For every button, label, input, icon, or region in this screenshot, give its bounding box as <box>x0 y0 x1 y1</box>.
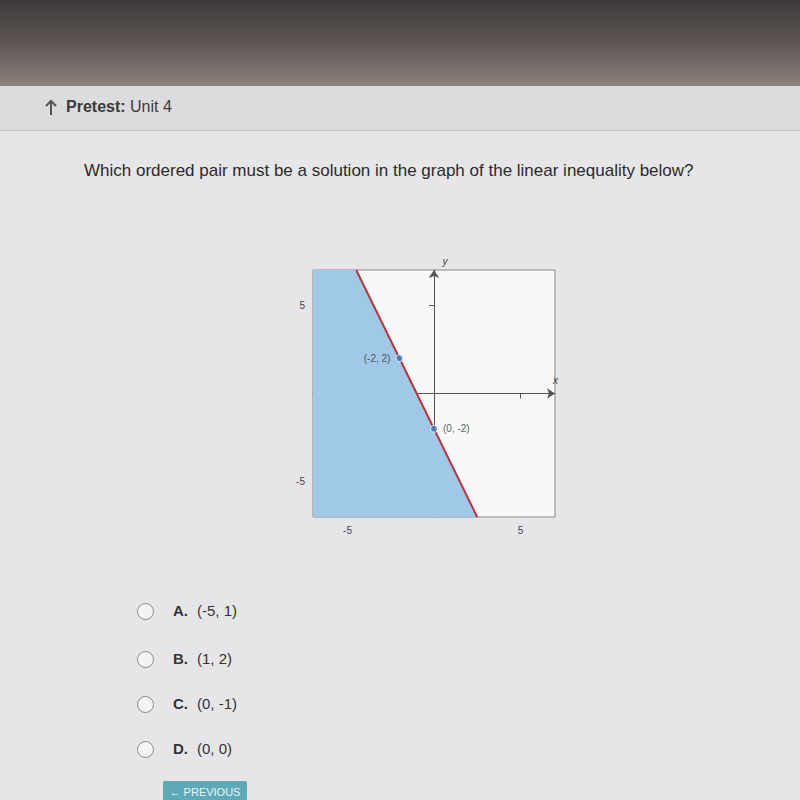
svg-text:y: y <box>442 256 449 267</box>
svg-text:5: 5 <box>299 300 305 311</box>
html-text:Pretest: Unit 4: Pretest: Unit 4 <box>66 98 172 115</box>
html-text:D.: D. <box>173 740 188 757</box>
html-text:C.: C. <box>173 695 188 712</box>
svg-text:-5: -5 <box>296 476 305 487</box>
svg-text:x: x <box>552 375 559 386</box>
svg-text:(0, -2): (0, -2) <box>443 423 470 434</box>
html-text:(0, -1): (0, -1) <box>197 695 237 712</box>
html-text:Which ordered pair must be a s: Which ordered pair must be a solution in… <box>84 161 694 180</box>
svg-text:-5: -5 <box>343 525 352 536</box>
svg-text:5: 5 <box>518 525 524 536</box>
html-text:A.: A. <box>173 602 188 619</box>
html-text:(1, 2): (1, 2) <box>197 650 232 667</box>
html-text:B.: B. <box>173 650 188 667</box>
html-text:← PREVIOUS: ← PREVIOUS <box>169 786 241 798</box>
html-text:(-5, 1): (-5, 1) <box>197 602 237 619</box>
svg-text:(-2, 2): (-2, 2) <box>364 353 391 364</box>
html-text:(0, 0): (0, 0) <box>197 740 232 757</box>
